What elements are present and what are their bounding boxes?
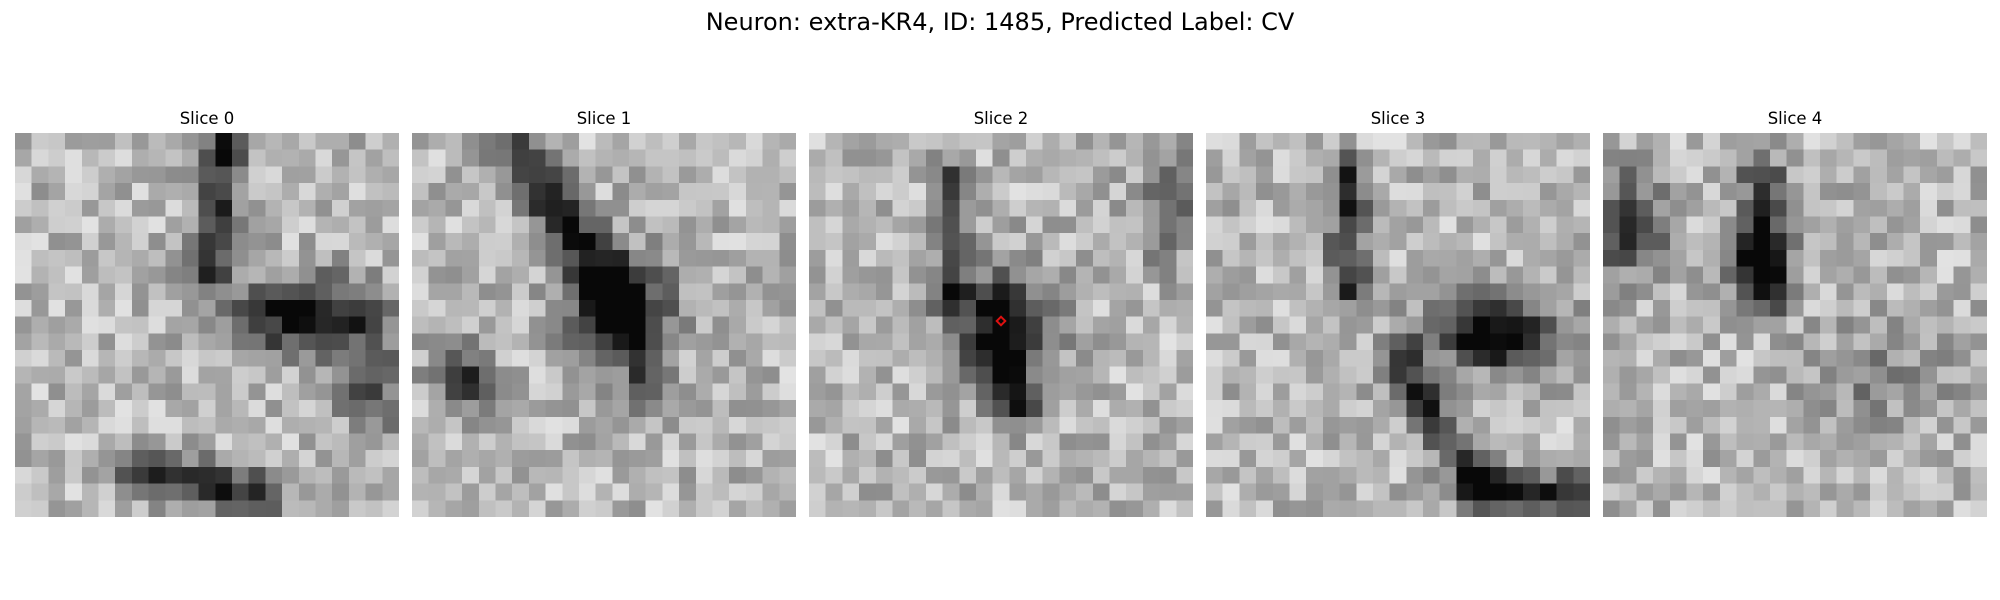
slice-panel-3: Slice 3 xyxy=(1206,109,1590,517)
slice-panel-0: Slice 0 xyxy=(15,109,399,517)
slice-title-4: Slice 4 xyxy=(1767,109,1823,128)
slice-image-4 xyxy=(1603,133,1987,517)
slice-image-0 xyxy=(15,133,399,517)
slice-image-1 xyxy=(412,133,796,517)
slice-image-3 xyxy=(1206,133,1590,517)
slice-title-3: Slice 3 xyxy=(1370,109,1426,128)
figure-title: Neuron: extra-KR4, ID: 1485, Predicted L… xyxy=(705,8,1295,36)
slice-title-1: Slice 1 xyxy=(576,109,632,128)
slice-panel-2: Slice 2 xyxy=(809,109,1193,517)
slice-image-2 xyxy=(809,133,1193,517)
slice-title-0: Slice 0 xyxy=(179,109,235,128)
slice-panel-1: Slice 1 xyxy=(412,109,796,517)
slice-title-2: Slice 2 xyxy=(973,109,1029,128)
slice-panel-4: Slice 4 xyxy=(1603,109,1987,517)
